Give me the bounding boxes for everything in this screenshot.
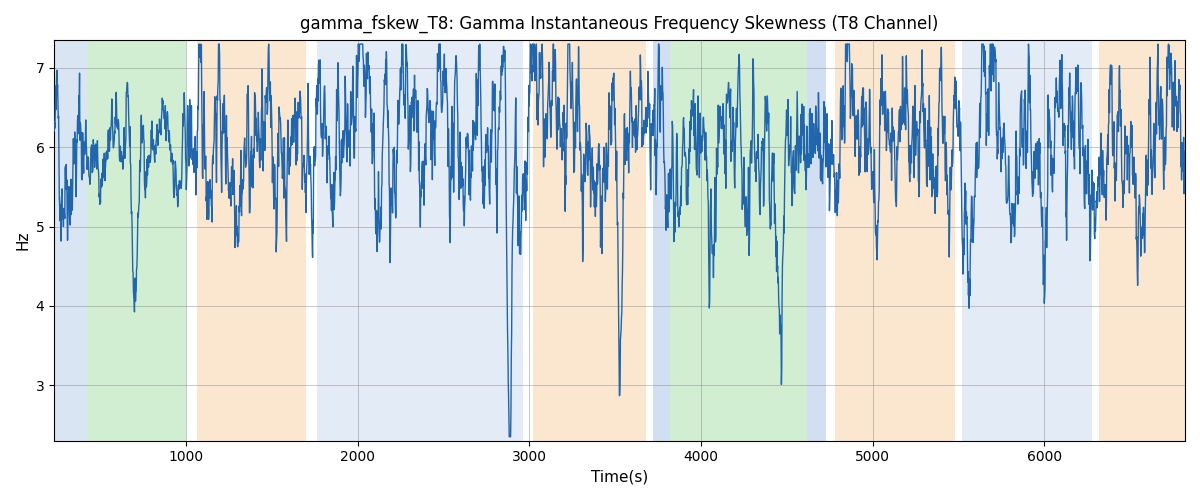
Bar [835,40,955,440]
Bar [54,40,86,440]
Bar [86,40,186,440]
Bar [670,40,808,440]
Title: gamma_fskew_T8: Gamma Instantaneous Frequency Skewness (T8 Channel): gamma_fskew_T8: Gamma Instantaneous Freq… [300,15,938,34]
Y-axis label: Hz: Hz [16,230,30,250]
Bar [197,40,306,440]
Bar [1099,40,1184,440]
Bar [653,40,670,440]
X-axis label: Time(s): Time(s) [590,470,648,485]
Bar [808,40,827,440]
Bar [533,40,646,440]
Bar [962,40,1092,440]
Bar [317,40,523,440]
